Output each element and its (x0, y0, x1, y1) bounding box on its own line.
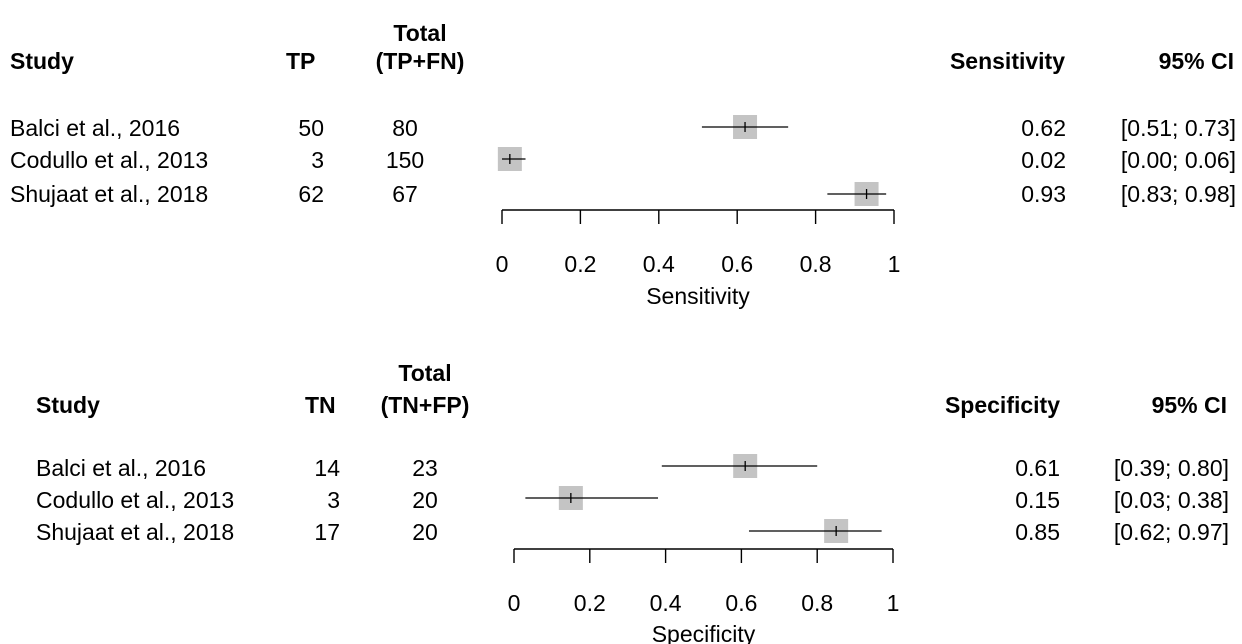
count-value: 14 (314, 455, 340, 481)
specificity-forest-plot: Study TN Total (TN+FP) Specificity 95% C… (0, 322, 1242, 644)
count-value: 50 (298, 115, 324, 141)
total-value: 20 (412, 487, 438, 513)
header-total-line1: Total (398, 360, 452, 386)
x-tick-label: 0.8 (800, 251, 832, 277)
total-value: 23 (412, 455, 438, 481)
x-tick-label: 0.2 (564, 251, 596, 277)
x-tick-label: 0 (496, 251, 509, 277)
estimate-value: 0.15 (1015, 487, 1060, 513)
x-tick-label: 0.6 (725, 590, 757, 616)
x-tick-label: 0 (508, 590, 521, 616)
study-name: Codullo et al., 2013 (36, 487, 235, 513)
sensitivity-plot-area: 0 0.2 0.4 0.6 0.8 1 Sensitivity (496, 115, 901, 309)
header-study: Study (36, 392, 100, 418)
x-axis-label: Specificity (652, 621, 756, 644)
specificity-plot-area: 0 0.2 0.4 0.6 0.8 1 Specificity (508, 454, 900, 644)
study-name: Shujaat et al., 2018 (10, 181, 209, 207)
x-tick-label: 1 (888, 251, 901, 277)
estimate-value: 0.61 (1015, 455, 1060, 481)
study-name: Shujaat et al., 2018 (36, 519, 235, 545)
x-tick-label: 0.4 (643, 251, 675, 277)
ci-value: [0.51; 0.73] (1120, 115, 1236, 141)
ci-value: [0.83; 0.98] (1120, 181, 1236, 207)
header-total-line1: Total (393, 20, 447, 46)
x-tick-label: 1 (887, 590, 900, 616)
count-value: 17 (314, 519, 340, 545)
estimate-value: 0.85 (1015, 519, 1060, 545)
study-name: Balci et al., 2016 (36, 455, 207, 481)
header-count: TP (286, 48, 316, 74)
header-total-line2: (TP+FN) (375, 48, 465, 74)
header-study: Study (10, 48, 74, 74)
count-value: 3 (327, 487, 340, 513)
x-tick-label: 0.2 (574, 590, 606, 616)
study-estimate-mark (525, 486, 659, 510)
study-name: Balci et al., 2016 (10, 115, 181, 141)
study-estimate-mark (497, 147, 526, 171)
ci-value: [0.00; 0.06] (1120, 147, 1236, 173)
x-tick-label: 0.6 (721, 251, 753, 277)
header-estimate: Specificity (944, 392, 1060, 418)
study-estimate-mark (701, 115, 789, 139)
total-value: 80 (392, 115, 418, 141)
header-estimate: Sensitivity (949, 48, 1065, 74)
x-tick-label: 0.4 (650, 590, 682, 616)
total-value: 20 (412, 519, 438, 545)
estimate-value: 0.02 (1021, 147, 1066, 173)
header-total-line2: (TN+FP) (380, 392, 470, 418)
x-axis-label: Sensitivity (646, 283, 750, 309)
estimate-value: 0.93 (1021, 181, 1066, 207)
x-tick-label: 0.8 (801, 590, 833, 616)
header-count: TN (305, 392, 336, 418)
ci-value: [0.39; 0.80] (1113, 455, 1229, 481)
estimate-value: 0.62 (1021, 115, 1066, 141)
count-value: 3 (311, 147, 324, 173)
total-value: 150 (385, 147, 425, 173)
study-name: Codullo et al., 2013 (10, 147, 209, 173)
sensitivity-forest-plot: Study TP Total (TP+FN) Sensitivity 95% C… (0, 0, 1242, 320)
study-estimate-mark (827, 182, 887, 206)
ci-value: [0.03; 0.38] (1113, 487, 1229, 513)
ci-value: [0.62; 0.97] (1113, 519, 1229, 545)
study-estimate-mark (661, 454, 818, 478)
header-ci: 95% CI (1151, 392, 1227, 418)
count-value: 62 (298, 181, 324, 207)
total-value: 67 (392, 181, 418, 207)
study-estimate-mark (748, 519, 882, 543)
header-ci: 95% CI (1158, 48, 1234, 74)
